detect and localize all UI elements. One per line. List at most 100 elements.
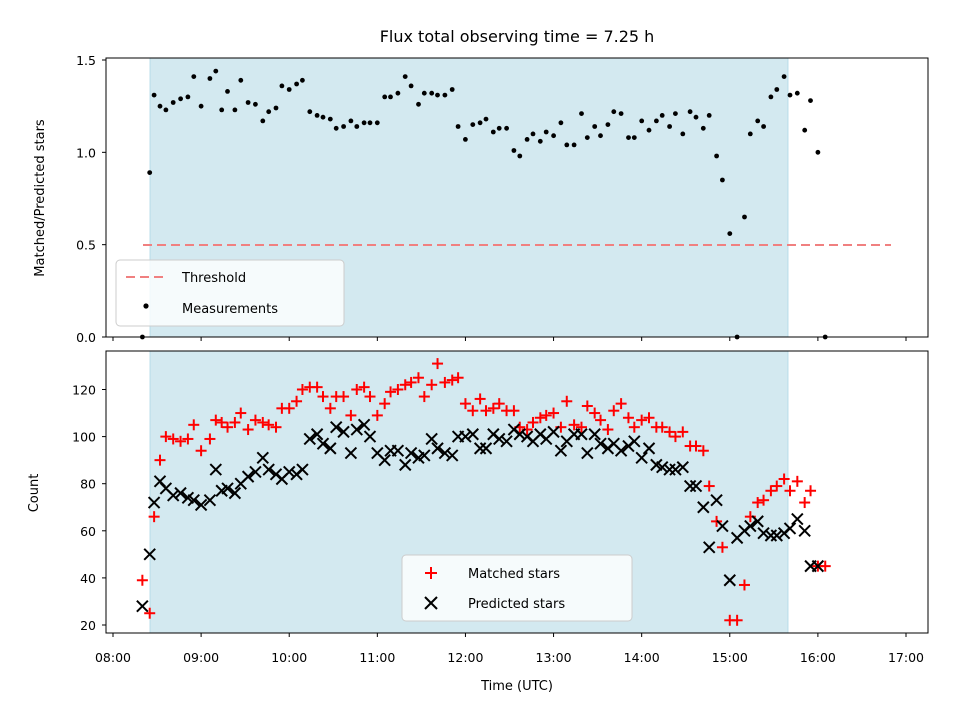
predicted-star-point <box>473 442 487 455</box>
y-tick-label: 60 <box>80 524 96 539</box>
matched-star-point <box>716 541 728 553</box>
matched-star-point <box>432 358 444 370</box>
predicted-star-point <box>174 486 187 500</box>
measurement-point <box>667 124 672 129</box>
predicted-star-point <box>391 444 405 457</box>
matched-star-point <box>270 421 282 433</box>
predicted-star-point <box>554 444 568 457</box>
matched-star-point <box>154 454 166 466</box>
predicted-star-point <box>418 449 431 462</box>
matched-star-point <box>602 424 614 436</box>
measurement-point <box>517 153 523 159</box>
predicted-star-point <box>203 493 217 507</box>
measurement-point <box>639 118 645 124</box>
measurement-point <box>232 107 238 113</box>
top-axes-frame <box>105 57 929 338</box>
matched-star-point <box>338 391 350 403</box>
legend-predicted-label: Predicted stars <box>468 597 565 612</box>
predicted-star-point <box>136 599 149 613</box>
measurement-point <box>646 127 652 133</box>
predicted-star-point <box>167 489 180 502</box>
matched-star-point <box>426 379 438 391</box>
measurement-point <box>163 107 169 113</box>
measurement-point <box>524 137 530 142</box>
matched-star-point <box>474 393 486 405</box>
measurement-point <box>354 124 360 129</box>
matched-star-point <box>459 398 471 410</box>
matched-star-point <box>548 407 560 419</box>
matched-star-point <box>175 435 187 447</box>
predicted-star-point <box>425 432 438 446</box>
bottom-x-ticks: 08:00 09:00 10:00 11:00 12:00 13:00 14:00 15:00… <box>95 633 924 665</box>
y-tick-label: 1.5 <box>76 53 96 68</box>
matched-star-point <box>636 414 648 426</box>
measurement-point <box>429 90 435 96</box>
measurement-point <box>333 125 339 131</box>
measurement-point <box>720 177 725 183</box>
measurement-point <box>496 125 502 131</box>
matched-star-point <box>249 414 261 426</box>
matched-star-point <box>405 376 417 388</box>
measurement-point <box>320 114 326 120</box>
matched-star-point <box>784 485 796 497</box>
predicted-star-point <box>676 461 689 474</box>
measurement-point <box>680 131 686 137</box>
measurement-point <box>435 92 440 98</box>
predicted-star-point <box>249 465 262 479</box>
measurement-point <box>185 94 191 100</box>
measurement-point <box>551 133 556 139</box>
measurement-point <box>455 124 461 129</box>
measurement-point <box>279 83 285 89</box>
matched-star-point <box>534 412 546 424</box>
matched-star-point <box>540 409 552 421</box>
y-tick-label: 100 <box>72 430 96 445</box>
measurement-point <box>367 120 373 126</box>
predicted-star-point <box>350 423 363 436</box>
predicted-star-point <box>581 446 594 460</box>
matched-star-point <box>595 414 607 426</box>
matched-star-point <box>752 497 764 509</box>
measurement-point <box>598 133 603 139</box>
predicted-star-point <box>683 479 697 493</box>
measurement-point <box>374 120 380 126</box>
predicted-star-point <box>209 463 223 476</box>
measurement-point <box>178 96 184 102</box>
predicted-star-point <box>446 449 459 462</box>
predicted-star-points <box>136 418 825 613</box>
bottom-y-axis-label: Count <box>27 474 42 513</box>
matched-star-point <box>581 400 593 412</box>
measurement-point <box>654 118 659 124</box>
measurement-point <box>470 122 476 127</box>
matched-star-point <box>418 391 430 403</box>
predicted-star-point <box>697 501 710 514</box>
matched-star-point <box>791 475 803 487</box>
bottom-legend: Matched stars Predicted stars <box>401 554 633 622</box>
y-tick-label: 1.0 <box>76 145 96 160</box>
measurement-point <box>592 124 598 129</box>
measurement-point <box>388 94 393 100</box>
matched-star-point <box>182 433 194 445</box>
measurement-point <box>504 125 509 131</box>
predicted-star-point <box>783 522 797 535</box>
matched-star-points <box>136 358 831 626</box>
measurement-points <box>140 68 828 340</box>
y-tick-label: 0.5 <box>76 238 96 253</box>
predicted-star-point <box>614 444 628 457</box>
matched-star-point <box>296 384 308 395</box>
predicted-star-point <box>669 463 682 476</box>
matched-star-point <box>204 433 216 445</box>
predicted-star-point <box>628 435 641 448</box>
matched-star-point <box>364 391 376 403</box>
y-tick-label: 0.0 <box>76 330 96 345</box>
matched-star-point <box>738 579 750 591</box>
x-tick-label: 11:00 <box>359 650 395 665</box>
measurement-point <box>611 109 617 115</box>
matched-star-point <box>345 409 357 421</box>
measurement-point <box>815 149 821 155</box>
bottom-y-ticks: 20 40 60 80 100 120 <box>72 383 106 633</box>
measurement-point <box>618 111 624 116</box>
predicted-star-point <box>194 498 208 512</box>
matched-star-point <box>677 426 689 438</box>
measurement-point <box>147 170 153 176</box>
